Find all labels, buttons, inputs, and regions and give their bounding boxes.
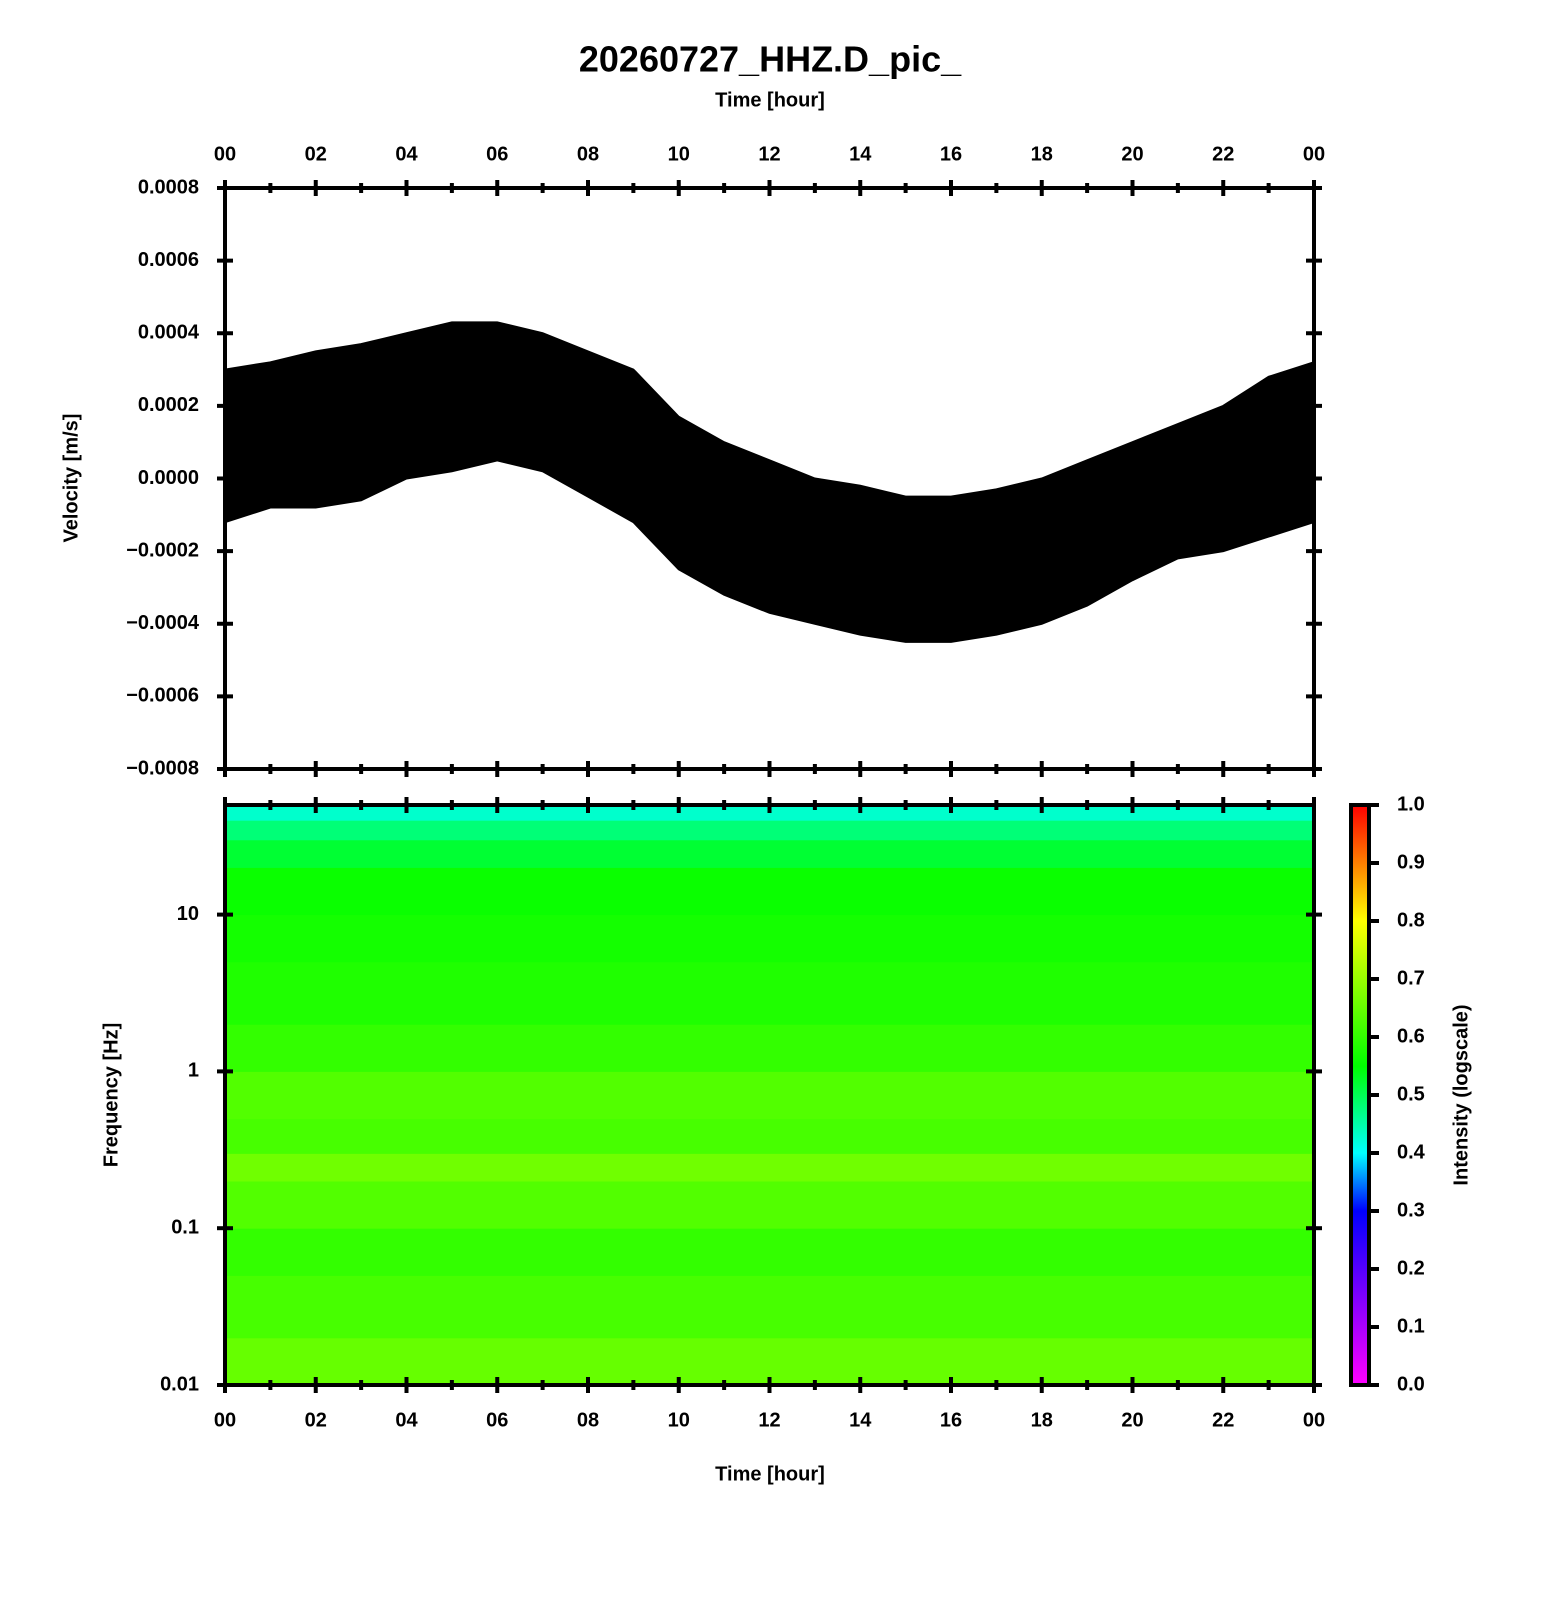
x-tick-label: 18 [1031, 143, 1053, 165]
x-tick-label: 08 [577, 1409, 599, 1431]
x-axis-label: Time [hour] [715, 1463, 825, 1485]
y-tick-label: 0.1 [171, 1216, 199, 1238]
x-tick-label: 12 [758, 1409, 780, 1431]
spectrogram-band [225, 914, 1314, 963]
y-tick-label: 1 [188, 1060, 199, 1082]
y-tick-label: 0.0000 [138, 467, 199, 489]
x-tick-label: 00 [1303, 1409, 1325, 1431]
x-tick-label: 20 [1121, 1409, 1143, 1431]
colorbar-tick-label: 0.6 [1397, 1025, 1425, 1047]
spectrogram-band [225, 867, 1314, 916]
y-tick-label: 0.0006 [138, 249, 199, 271]
colorbar-tick-label: 1.0 [1397, 793, 1425, 815]
y-tick-label: 0.0008 [138, 176, 199, 198]
colorbar [1351, 805, 1369, 1385]
colorbar-label: Intensity (logscale) [1450, 1004, 1472, 1185]
x-tick-label: 12 [758, 143, 780, 165]
spectrogram-band [225, 1118, 1314, 1154]
colorbar-tick-label: 0.0 [1397, 1373, 1425, 1395]
spectrogram-band [225, 1180, 1314, 1229]
x-tick-label: 06 [486, 1409, 508, 1431]
y-tick-label: −0.0006 [126, 685, 199, 707]
spectrogram-band [225, 820, 1314, 841]
x-tick-label: 10 [668, 143, 690, 165]
colorbar-tick-label: 0.9 [1397, 851, 1425, 873]
x-tick-label: 22 [1212, 1409, 1234, 1431]
x-tick-label: 20 [1121, 143, 1143, 165]
x-tick-label: 02 [305, 143, 327, 165]
x-tick-label: 00 [214, 1409, 236, 1431]
y-tick-label: 0.01 [160, 1373, 199, 1395]
y-axis-label: Frequency [Hz] [100, 1023, 122, 1167]
spectrogram-band [225, 1153, 1314, 1182]
x-axis-label: Time [hour] [715, 89, 825, 111]
x-tick-label: 00 [214, 143, 236, 165]
y-axis-label: Velocity [m/s] [60, 414, 82, 543]
y-tick-label: 10 [177, 903, 199, 925]
x-tick-label: 04 [395, 1409, 418, 1431]
colorbar-tick-label: 0.2 [1397, 1257, 1425, 1279]
y-tick-label: −0.0004 [126, 612, 200, 634]
spectrogram-band [225, 1071, 1314, 1120]
colorbar-tick-label: 0.5 [1397, 1083, 1425, 1105]
colorbar-tick-label: 0.8 [1397, 909, 1425, 931]
x-tick-label: 08 [577, 143, 599, 165]
colorbar-tick-label: 0.1 [1397, 1315, 1425, 1337]
x-tick-label: 06 [486, 143, 508, 165]
x-tick-label: 16 [940, 1409, 962, 1431]
x-tick-label: 00 [1303, 143, 1325, 165]
spectrogram-band [225, 961, 1314, 1025]
spectrogram-band [225, 1275, 1314, 1339]
x-tick-label: 02 [305, 1409, 327, 1431]
spectrogram-band [225, 1228, 1314, 1276]
x-tick-label: 22 [1212, 143, 1234, 165]
y-tick-label: 0.0004 [138, 322, 200, 344]
x-tick-label: 14 [849, 1409, 872, 1431]
y-tick-label: 0.0002 [138, 394, 199, 416]
x-tick-label: 04 [395, 143, 418, 165]
x-tick-label: 10 [668, 1409, 690, 1431]
x-tick-label: 14 [849, 143, 872, 165]
colorbar-tick-label: 0.4 [1397, 1141, 1426, 1163]
colorbar-tick-label: 0.3 [1397, 1199, 1425, 1221]
chart-title: 20260727_HHZ.D_pic_ [579, 39, 962, 80]
y-tick-label: −0.0008 [126, 757, 199, 779]
y-tick-label: −0.0002 [126, 539, 199, 561]
x-tick-label: 18 [1031, 1409, 1053, 1431]
colorbar-tick-label: 0.7 [1397, 967, 1425, 989]
spectrogram-band [225, 839, 1314, 868]
spectrogram-band [225, 1024, 1314, 1072]
x-tick-label: 16 [940, 143, 962, 165]
